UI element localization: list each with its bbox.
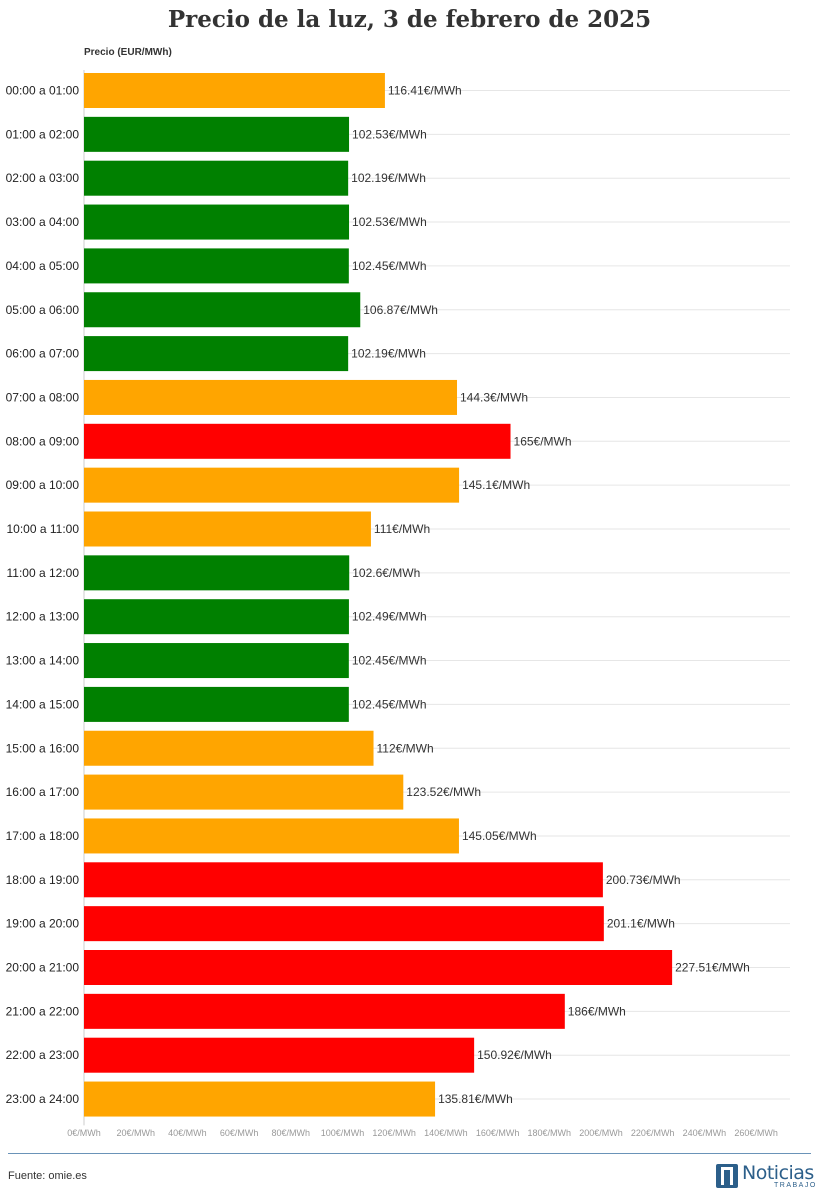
bar bbox=[84, 379, 458, 415]
bar bbox=[84, 467, 460, 503]
data-label: 145.05€/MWh bbox=[462, 829, 537, 843]
bar bbox=[84, 774, 404, 810]
data-label: 102.45€/MWh bbox=[352, 697, 427, 711]
x-tick-label: 20€/MWh bbox=[116, 1128, 155, 1138]
category-label: 12:00 a 13:00 bbox=[6, 610, 80, 624]
logo-wordmark: Noticias bbox=[742, 1162, 814, 1184]
bar-chart: 00:00 a 01:00 116.41€/MWh 01:00 a 02:00 102… bbox=[6, 70, 790, 1138]
category-label: 23:00 a 24:00 bbox=[6, 1092, 80, 1106]
data-label: 201.1€/MWh bbox=[607, 917, 675, 931]
bar bbox=[84, 292, 361, 328]
bar bbox=[84, 423, 511, 459]
bar bbox=[84, 248, 349, 284]
bar bbox=[84, 160, 349, 196]
bar bbox=[84, 643, 349, 679]
category-label: 06:00 a 07:00 bbox=[6, 347, 80, 361]
x-tick-label: 60€/MWh bbox=[220, 1128, 259, 1138]
data-label: 227.51€/MWh bbox=[675, 961, 750, 975]
bar bbox=[84, 993, 565, 1029]
x-tick-label: 0€/MWh bbox=[67, 1128, 101, 1138]
category-label: 20:00 a 21:00 bbox=[6, 961, 80, 975]
bar bbox=[84, 73, 385, 108]
data-label: 102.49€/MWh bbox=[352, 610, 427, 624]
data-label: 186€/MWh bbox=[568, 1004, 626, 1018]
footer-divider bbox=[8, 1153, 811, 1154]
bar bbox=[84, 204, 350, 240]
data-label: 145.1€/MWh bbox=[462, 478, 530, 492]
data-label: 102.45€/MWh bbox=[352, 259, 427, 273]
category-label: 16:00 a 17:00 bbox=[6, 785, 80, 799]
x-tick-label: 100€/MWh bbox=[321, 1128, 365, 1138]
data-label: 200.73€/MWh bbox=[606, 873, 681, 887]
data-label: 112€/MWh bbox=[377, 741, 434, 755]
logo-subtitle: TRABAJO bbox=[774, 1182, 817, 1189]
category-label: 18:00 a 19:00 bbox=[6, 873, 80, 887]
category-label: 02:00 a 03:00 bbox=[6, 171, 80, 185]
y-axis-label: Precio (EUR/MWh) bbox=[84, 47, 172, 58]
x-tick-label: 180€/MWh bbox=[528, 1128, 572, 1138]
category-label: 13:00 a 14:00 bbox=[6, 654, 80, 668]
category-label: 21:00 a 22:00 bbox=[6, 1004, 80, 1018]
chart-title: Precio de la luz, 3 de febrero de 2025 bbox=[167, 6, 652, 33]
bar bbox=[84, 686, 349, 722]
data-label: 102.19€/MWh bbox=[351, 347, 426, 361]
data-label: 135.81€/MWh bbox=[438, 1092, 513, 1106]
data-label: 144.3€/MWh bbox=[460, 390, 528, 404]
data-label: 102.53€/MWh bbox=[352, 127, 427, 141]
x-tick-label: 140€/MWh bbox=[424, 1128, 468, 1138]
bar bbox=[84, 730, 374, 766]
bar bbox=[84, 599, 349, 635]
bar bbox=[84, 336, 349, 372]
category-label: 05:00 a 06:00 bbox=[6, 303, 80, 317]
data-label: 165€/MWh bbox=[514, 434, 572, 448]
data-label: 111€/MWh bbox=[374, 522, 430, 536]
x-tick-label: 160€/MWh bbox=[476, 1128, 520, 1138]
bar bbox=[84, 116, 350, 152]
category-label: 22:00 a 23:00 bbox=[6, 1048, 80, 1062]
data-label: 102.19€/MWh bbox=[351, 171, 426, 185]
data-label: 116.41€/MWh bbox=[388, 84, 462, 98]
bar bbox=[84, 511, 371, 547]
category-label: 01:00 a 02:00 bbox=[6, 127, 80, 141]
category-label: 00:00 a 01:00 bbox=[6, 84, 80, 98]
category-label: 04:00 a 05:00 bbox=[6, 259, 80, 273]
bar bbox=[84, 555, 350, 591]
category-label: 17:00 a 18:00 bbox=[6, 829, 80, 843]
data-label: 102.53€/MWh bbox=[352, 215, 427, 229]
x-tick-label: 240€/MWh bbox=[683, 1128, 727, 1138]
category-label: 14:00 a 15:00 bbox=[6, 697, 80, 711]
category-label: 07:00 a 08:00 bbox=[6, 390, 80, 404]
category-label: 15:00 a 16:00 bbox=[6, 741, 80, 755]
x-tick-label: 120€/MWh bbox=[372, 1128, 416, 1138]
bar bbox=[84, 862, 603, 898]
x-tick-label: 80€/MWh bbox=[272, 1128, 311, 1138]
noticias-trabajo-logo: Noticias TRABAJO bbox=[716, 1162, 815, 1192]
data-label: 106.87€/MWh bbox=[363, 303, 438, 317]
x-tick-label: 200€/MWh bbox=[579, 1128, 623, 1138]
category-label: 09:00 a 10:00 bbox=[6, 478, 80, 492]
x-tick-label: 260€/MWh bbox=[734, 1128, 778, 1138]
bar bbox=[84, 906, 604, 942]
category-label: 10:00 a 11:00 bbox=[6, 522, 79, 536]
bar bbox=[84, 818, 459, 854]
category-label: 11:00 a 12:00 bbox=[6, 566, 79, 580]
data-label: 102.6€/MWh bbox=[352, 566, 420, 580]
bar bbox=[84, 950, 673, 985]
category-label: 08:00 a 09:00 bbox=[6, 434, 80, 448]
data-label: 150.92€/MWh bbox=[477, 1048, 552, 1062]
category-label: 03:00 a 04:00 bbox=[6, 215, 80, 229]
bar bbox=[84, 1037, 475, 1073]
data-label: 102.45€/MWh bbox=[352, 654, 427, 668]
x-tick-label: 220€/MWh bbox=[631, 1128, 675, 1138]
source-note: Fuente: omie.es bbox=[8, 1170, 87, 1182]
logo-mark-icon bbox=[716, 1164, 738, 1188]
category-label: 19:00 a 20:00 bbox=[6, 917, 80, 931]
bar bbox=[84, 1081, 436, 1117]
x-tick-label: 40€/MWh bbox=[168, 1128, 207, 1138]
data-label: 123.52€/MWh bbox=[406, 785, 481, 799]
